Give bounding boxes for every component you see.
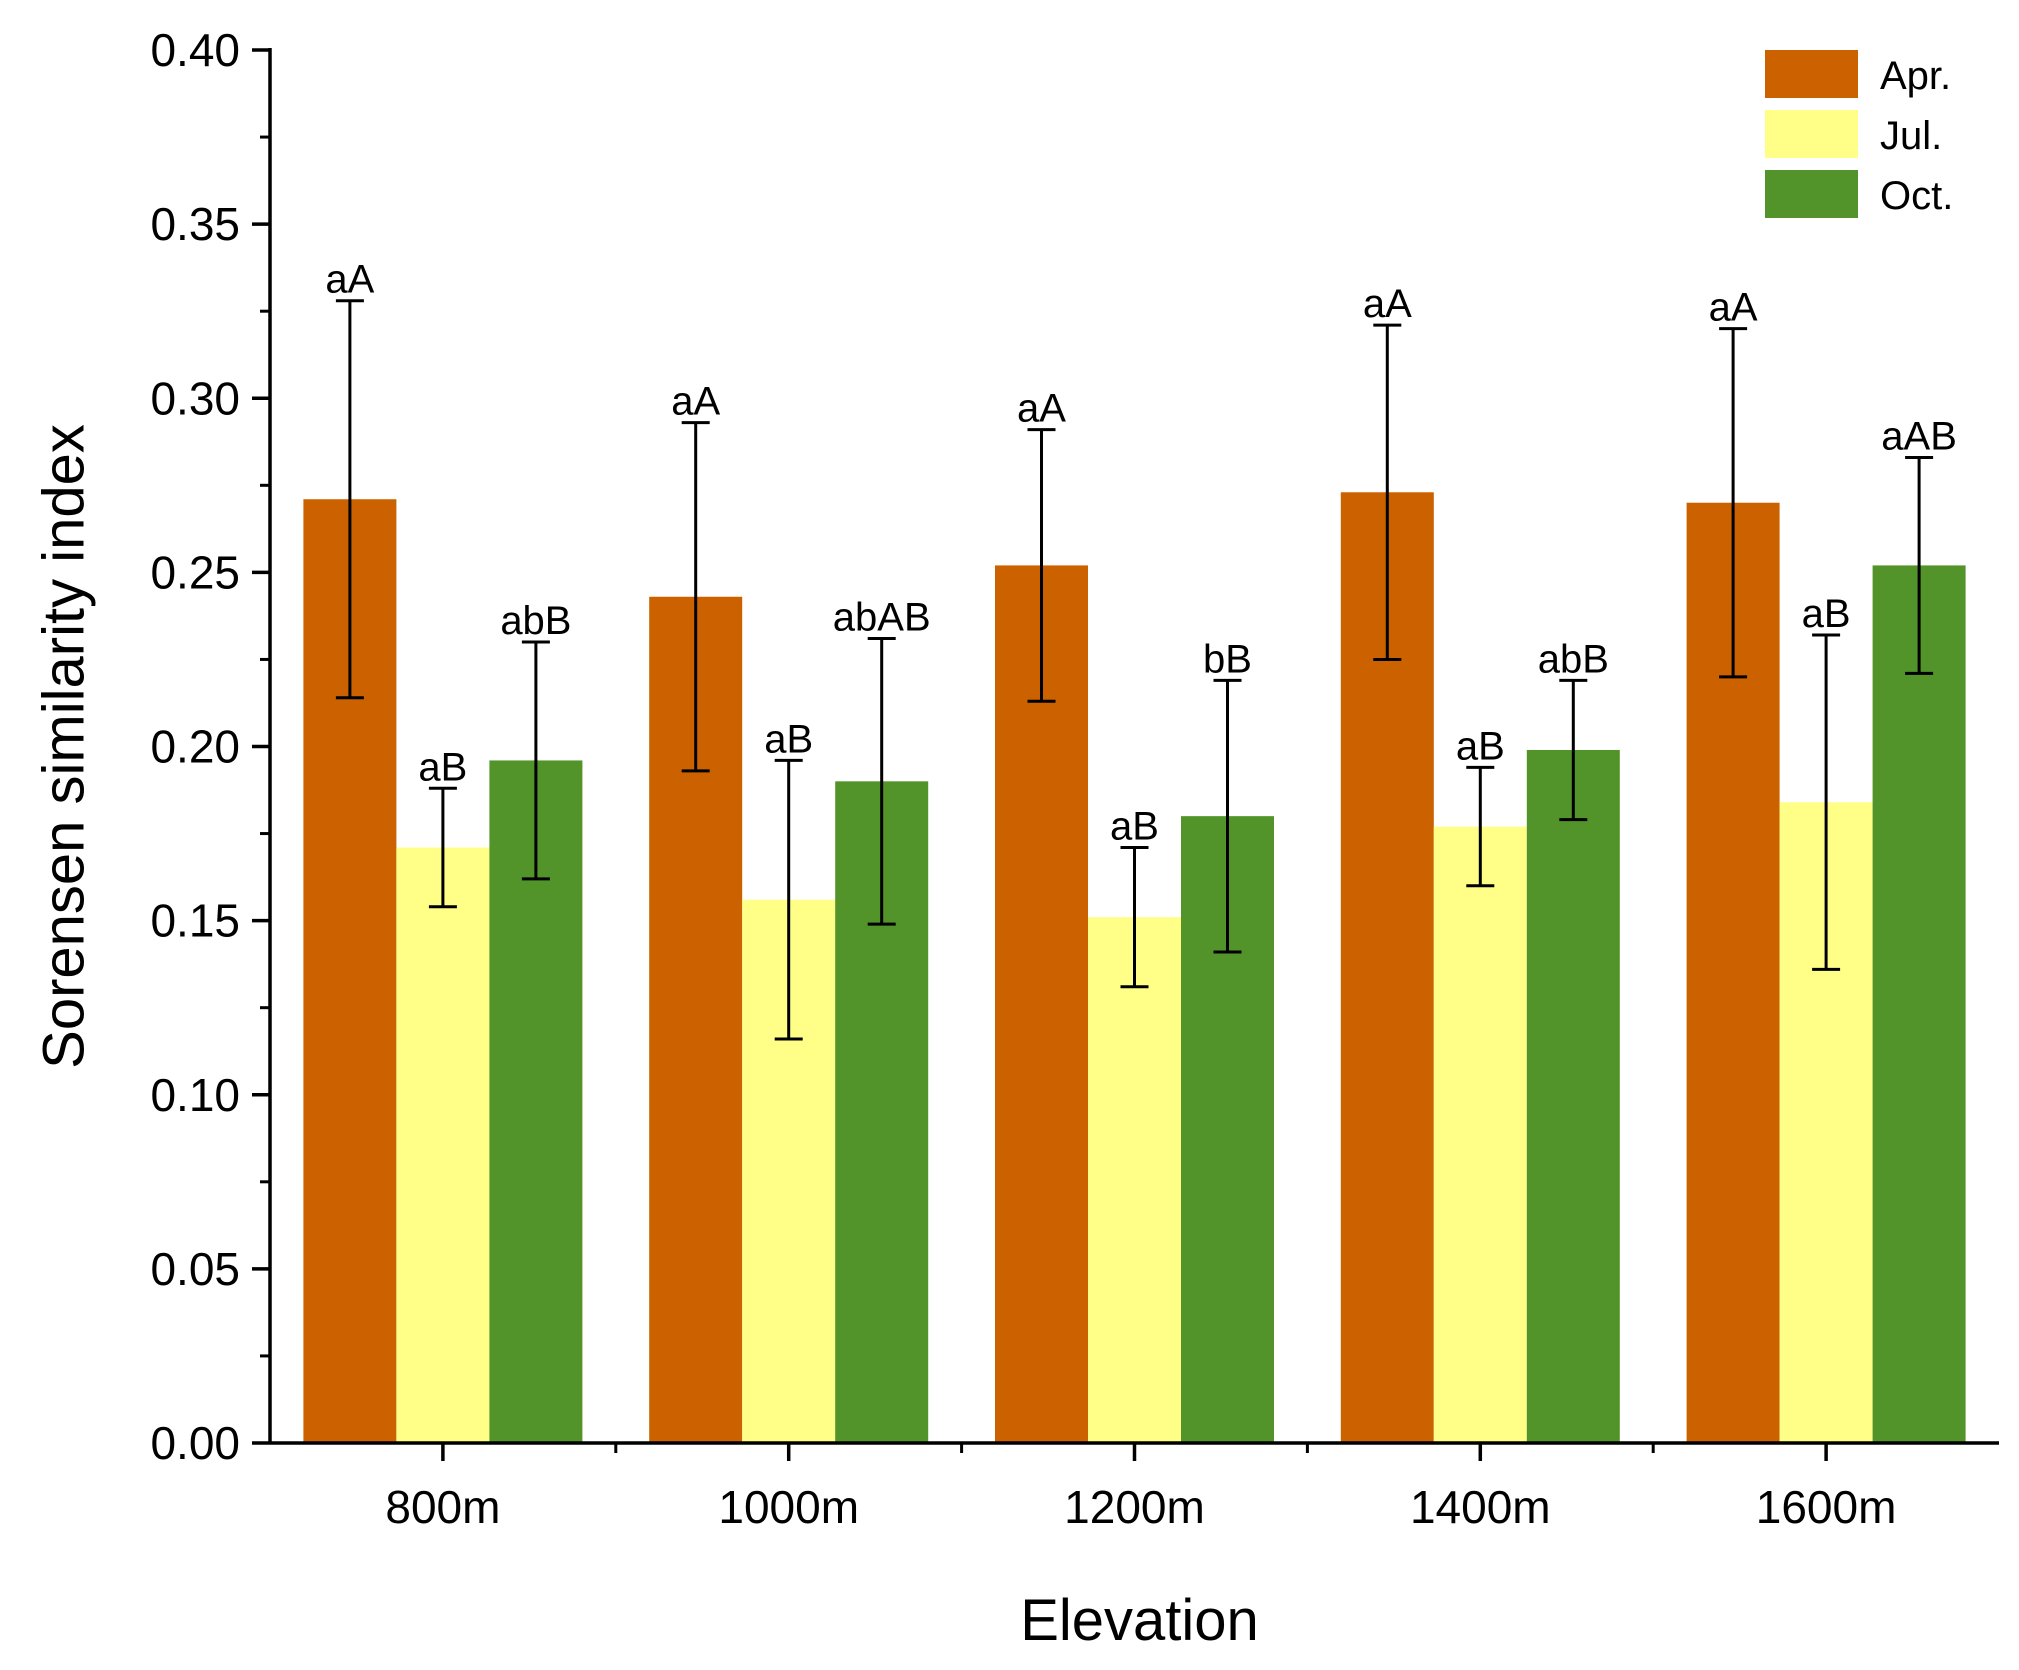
- legend: Apr. Jul. Oct.: [1765, 50, 1953, 218]
- bar-jul-800m: [396, 847, 490, 1443]
- significance-label: aB: [1456, 724, 1505, 768]
- legend-swatch-apr: [1765, 50, 1858, 98]
- bar-apr-1200m: [995, 565, 1088, 1443]
- significance-label: aB: [418, 745, 467, 789]
- bar-jul-1400m: [1433, 826, 1527, 1443]
- significance-label: aA: [1709, 286, 1758, 330]
- significance-label: aB: [1802, 592, 1851, 636]
- legend-swatch-oct: [1765, 170, 1858, 218]
- x-tick-label: 1400m: [1410, 1481, 1551, 1533]
- significance-label: aA: [1363, 282, 1412, 326]
- x-tick-label: 1600m: [1756, 1481, 1897, 1533]
- significance-label: aA: [325, 258, 374, 302]
- significance-label: aB: [764, 717, 813, 761]
- y-tick-label: 0.00: [150, 1417, 240, 1469]
- significance-label: aA: [1017, 387, 1066, 431]
- bar-jul-1200m: [1088, 917, 1181, 1443]
- y-tick-label: 0.40: [150, 24, 240, 76]
- y-tick-label: 0.25: [150, 546, 240, 598]
- significance-label: bB: [1203, 637, 1252, 681]
- x-tick-label: 1000m: [718, 1481, 859, 1533]
- legend-label-apr: Apr.: [1880, 54, 1951, 98]
- bar-oct-1600m: [1872, 565, 1966, 1443]
- x-tick-label: 1200m: [1064, 1481, 1205, 1533]
- y-tick-label: 0.05: [150, 1243, 240, 1295]
- legend-swatch-jul: [1765, 110, 1858, 158]
- significance-label: abAB: [833, 596, 931, 640]
- significance-label: aA: [671, 380, 720, 424]
- y-axis-title: Sorensen similarity index: [31, 424, 96, 1069]
- bar-oct-1400m: [1526, 749, 1620, 1443]
- y-tick-label: 0.15: [150, 895, 240, 947]
- significance-label: abB: [1538, 637, 1609, 681]
- x-axis-title: Elevation: [1020, 1588, 1259, 1653]
- legend-label-oct: Oct.: [1880, 174, 1953, 218]
- significance-label: aB: [1110, 804, 1159, 848]
- plot-area: aA aA aA aA aA aB aB aB aB aB abB abAB bB abB aAB 0.00 0…: [150, 24, 1999, 1533]
- y-tick-label: 0.10: [150, 1069, 240, 1121]
- significance-label: aAB: [1881, 414, 1957, 458]
- x-tick-label: 800m: [385, 1481, 500, 1533]
- significance-label: abB: [500, 599, 571, 643]
- y-tick-label: 0.35: [150, 198, 240, 250]
- y-tick-label: 0.30: [150, 372, 240, 424]
- y-tick-label: 0.20: [150, 721, 240, 773]
- legend-label-jul: Jul.: [1880, 114, 1942, 158]
